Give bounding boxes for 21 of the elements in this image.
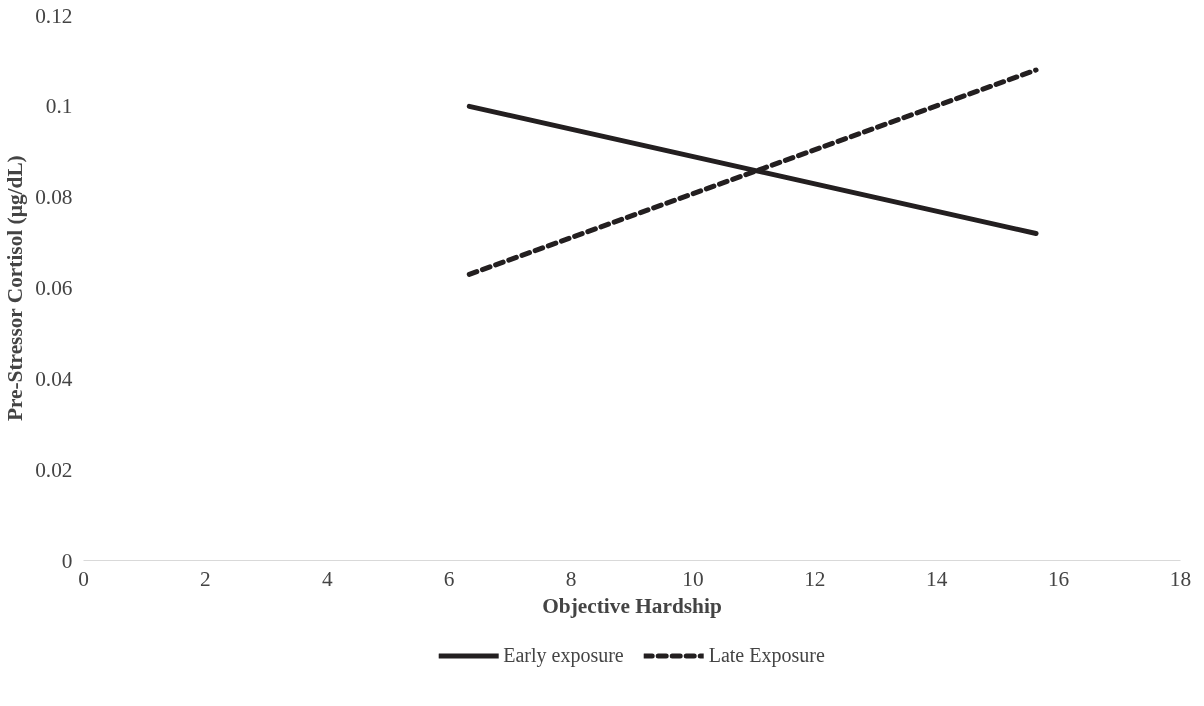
y-tick-label: 0.08 (35, 185, 73, 210)
legend-label: Late Exposure (708, 643, 825, 667)
x-tick-label: 14 (926, 566, 948, 591)
x-tick-label: 18 (1169, 566, 1192, 591)
x-axis-title: Objective Hardship (542, 593, 722, 618)
y-tick-label: 0.12 (35, 3, 73, 28)
x-tick-label: 12 (804, 566, 826, 591)
legend-label: Early exposure (503, 643, 624, 667)
y-tick-label: 0.1 (45, 94, 73, 119)
y-axis-title: Pre-Stressor Cortisol (µg/dL) (3, 155, 28, 422)
y-tick-label: 0.04 (35, 366, 73, 391)
x-tick-label: 0 (78, 566, 89, 591)
y-tick-label: 0.06 (35, 276, 73, 300)
x-tick-label: 6 (443, 566, 455, 591)
x-tick-label: 16 (1047, 566, 1070, 591)
x-tick-label: 4 (321, 566, 333, 591)
x-tick-label: 2 (200, 566, 211, 591)
y-tick-label: 0 (61, 548, 73, 573)
x-tick-label: 8 (565, 566, 577, 591)
x-tick-label: 10 (682, 566, 704, 591)
y-tick-label: 0.02 (35, 457, 73, 482)
